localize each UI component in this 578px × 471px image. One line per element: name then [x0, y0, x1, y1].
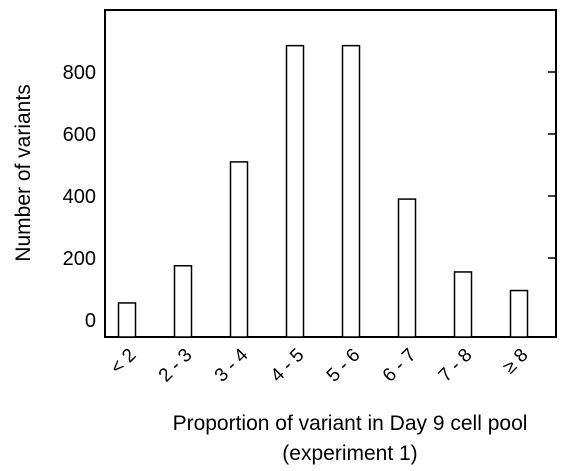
x-axis-title-line2: (experiment 1) — [282, 442, 417, 465]
x-axis-title-line1: Proportion of variant in Day 9 cell pool — [173, 412, 528, 435]
plot-frame — [104, 9, 557, 338]
x-category-label: 6 - 7 — [379, 345, 421, 387]
y-tick-label: 0 — [85, 310, 96, 332]
y-tick-label: 400 — [63, 186, 96, 208]
y-axis-ticks — [548, 71, 556, 259]
bar — [341, 44, 361, 338]
bar — [509, 289, 529, 338]
x-category-label: 4 - 5 — [267, 345, 309, 387]
y-axis-title: Number of variants — [12, 84, 35, 261]
bars — [117, 44, 529, 338]
bar — [397, 198, 417, 338]
y-tick-label: 800 — [63, 62, 96, 84]
x-axis-category-labels: < 2 2 - 3 3 - 4 4 - 5 5 - 6 6 - 7 7 - 8 ≥ 8 — [107, 344, 533, 386]
x-category-label: 5 - 6 — [323, 345, 365, 387]
x-category-label: 3 - 4 — [211, 344, 253, 386]
x-category-label: ≥ 8 — [499, 345, 532, 378]
bar — [117, 302, 137, 338]
y-axis-tick-labels: 0 200 400 600 800 — [63, 62, 96, 332]
x-category-label: 2 - 3 — [155, 345, 197, 387]
bar — [229, 161, 249, 338]
x-category-label: < 2 — [107, 345, 141, 379]
y-tick-label: 200 — [63, 248, 96, 270]
y-tick-label: 600 — [63, 124, 96, 146]
bar — [453, 271, 473, 338]
x-category-label: 7 - 8 — [435, 345, 477, 387]
bar — [173, 265, 193, 338]
bar — [285, 44, 305, 338]
